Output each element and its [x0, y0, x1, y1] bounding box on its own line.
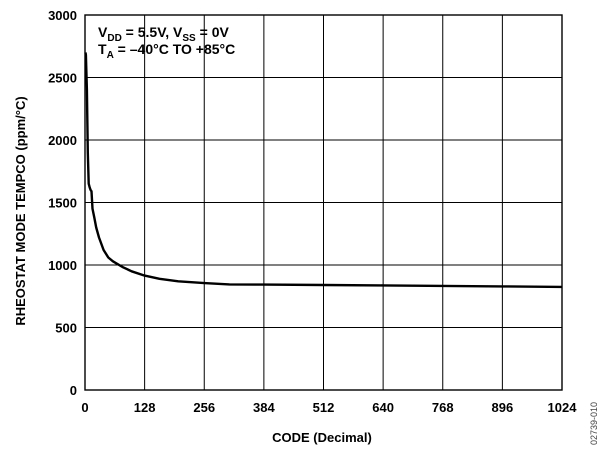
x-tick-label: 896 — [492, 400, 514, 415]
figure-id: 02739-010 — [589, 402, 599, 445]
y-tick-label: 1000 — [48, 258, 77, 273]
y-tick-label: 0 — [70, 383, 77, 398]
y-tick-label: 500 — [55, 321, 77, 336]
supply-voltage-annotation: VDD = 5.5V, VSS = 0V — [98, 24, 229, 44]
y-tick-label: 2000 — [48, 133, 77, 148]
chart-series — [84, 52, 563, 289]
plot-frame — [84, 14, 563, 391]
x-tick-label: 768 — [432, 400, 454, 415]
y-tick-label: 1500 — [48, 196, 77, 211]
x-tick-label: 640 — [372, 400, 394, 415]
x-tick-label: 384 — [253, 400, 275, 415]
conditions-annotation: VDD = 5.5V, VSS = 0V TA = –40°C TO +85°C — [98, 24, 235, 61]
temperature-annotation: TA = –40°C TO +85°C — [98, 41, 235, 61]
x-axis-title: CODE (Decimal) — [272, 430, 372, 445]
y-tick-label: 3000 — [48, 8, 77, 23]
y-tick-label: 2500 — [48, 71, 77, 86]
x-tick-label: 0 — [81, 400, 88, 415]
x-tick-labels: 0 128 256 384 512 640 768 896 1024 — [81, 400, 577, 415]
tempco-series-line — [84, 52, 563, 289]
chart-grid — [85, 15, 562, 390]
x-tick-label: 256 — [193, 400, 215, 415]
y-axis-title: RHEOSTAT MODE TEMPCO (ppm/°C) — [13, 96, 28, 325]
y-tick-labels: 0 500 1000 1500 2000 2500 3000 — [48, 8, 77, 398]
x-tick-label: 128 — [134, 400, 156, 415]
x-tick-label: 512 — [313, 400, 335, 415]
x-tick-label: 1024 — [548, 400, 578, 415]
